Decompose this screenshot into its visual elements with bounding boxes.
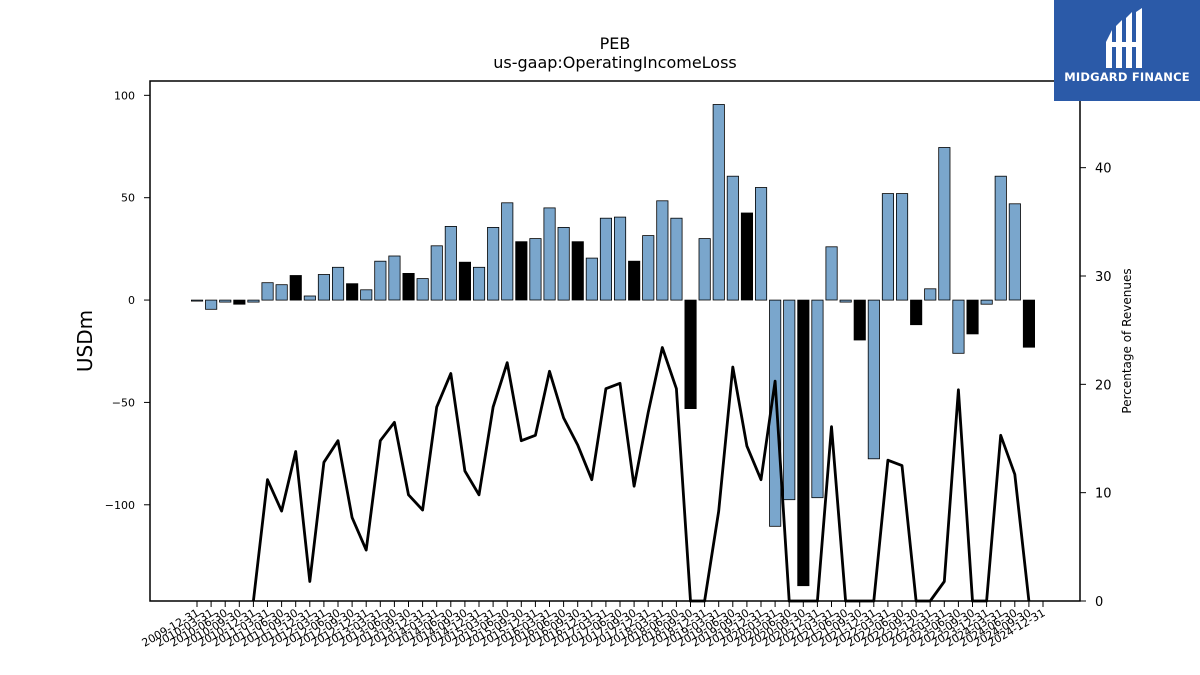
bar-2019-03-31 (712, 104, 725, 301)
bar-2020-09-30 (797, 299, 810, 587)
y-axis-label: USDm (73, 310, 97, 372)
bar-2019-09-30 (740, 212, 753, 301)
y2-tick-label: 0 (1095, 595, 1103, 610)
y-tick-label: 50 (121, 192, 135, 205)
y-tick-label: −100 (105, 499, 135, 512)
bar-2017-09-30 (628, 260, 641, 301)
y2-tick-label: 30 (1095, 270, 1112, 285)
logo-mark-icon (1106, 8, 1142, 68)
chart-title: PEB (600, 34, 631, 53)
bar-2021-06-30 (839, 299, 852, 303)
bar-2013-12-31 (416, 278, 429, 301)
bar-2016-09-30 (571, 241, 584, 301)
bar-2010-06-30 (219, 299, 232, 303)
bar-2019-06-30 (726, 175, 739, 301)
bar-2015-03-31 (487, 226, 500, 301)
bar-2021-12-31 (867, 299, 880, 460)
bar-2010-12-31 (247, 299, 260, 303)
bar-2023-03-31 (938, 147, 951, 301)
bar-2010-03-31 (205, 299, 218, 310)
bar-2014-12-31 (472, 266, 486, 301)
bar-2023-09-30 (966, 299, 979, 335)
bar-2021-09-30 (853, 299, 866, 341)
bar-2017-12-31 (642, 235, 655, 301)
bar-2024-06-30 (1008, 203, 1021, 301)
bar-2020-12-31 (811, 299, 824, 499)
bar-2009-12-31 (190, 299, 204, 302)
chart-subtitle: us-gaap:OperatingIncomeLoss (493, 53, 737, 72)
bar-2024-03-31 (994, 175, 1007, 301)
y2-tick-label: 10 (1095, 487, 1112, 502)
y-tick-label: 100 (114, 89, 135, 102)
bar-2015-06-30 (501, 202, 514, 301)
bar-2016-03-31 (543, 207, 556, 301)
bar-2022-12-31 (924, 288, 937, 301)
brand-logo: MIDGARD FINANCE (1054, 0, 1200, 101)
y-tick-label: −50 (112, 396, 135, 409)
bar-2011-12-31 (303, 295, 316, 301)
bar-2018-03-31 (656, 200, 669, 301)
bar-2016-12-31 (585, 257, 598, 301)
bar-2013-06-30 (388, 255, 401, 301)
plot-frame (149, 80, 1081, 602)
bar-2023-06-30 (952, 299, 965, 354)
bar-2022-03-31 (881, 193, 894, 301)
bar-2019-12-31 (755, 187, 768, 301)
y2-axis-label: Percentage of Revenues (1120, 268, 1134, 413)
bar-2021-03-31 (825, 246, 838, 301)
bar-2015-09-30 (515, 241, 528, 301)
bar-2018-09-30 (684, 299, 697, 410)
bar-2015-12-31 (529, 238, 542, 301)
bar-2012-06-30 (331, 266, 345, 301)
bar-2011-09-30 (289, 275, 302, 301)
bar-2018-12-31 (698, 238, 711, 301)
brand-name: MIDGARD FINANCE (1064, 70, 1190, 84)
y2-tick-label: 40 (1095, 162, 1112, 177)
y2-tick-label: 20 (1095, 378, 1112, 393)
bar-2011-03-31 (261, 282, 274, 301)
percentage-line (252, 346, 1031, 603)
bar-2017-03-31 (599, 217, 612, 301)
bar-2022-06-30 (896, 193, 909, 301)
bar-2023-12-31 (980, 299, 993, 305)
bar-2014-06-30 (444, 225, 457, 301)
bar-2014-03-31 (430, 245, 443, 301)
bar-2024-09-30 (1022, 299, 1035, 348)
bar-2020-06-30 (783, 299, 796, 501)
bar-2014-09-30 (458, 261, 471, 301)
bar-2016-06-30 (557, 226, 570, 301)
bar-2012-09-30 (346, 283, 359, 301)
bar-2013-03-31 (374, 260, 387, 301)
bar-2012-03-31 (317, 274, 330, 301)
bar-2018-06-30 (670, 217, 683, 301)
bar-2017-06-30 (614, 216, 627, 301)
bar-2010-09-30 (233, 299, 246, 305)
y-tick-label: 0 (128, 294, 135, 307)
bar-2012-12-31 (360, 289, 373, 301)
bar-2011-06-30 (275, 284, 288, 301)
bar-2013-09-30 (402, 272, 415, 301)
bar-2022-09-30 (910, 299, 923, 326)
